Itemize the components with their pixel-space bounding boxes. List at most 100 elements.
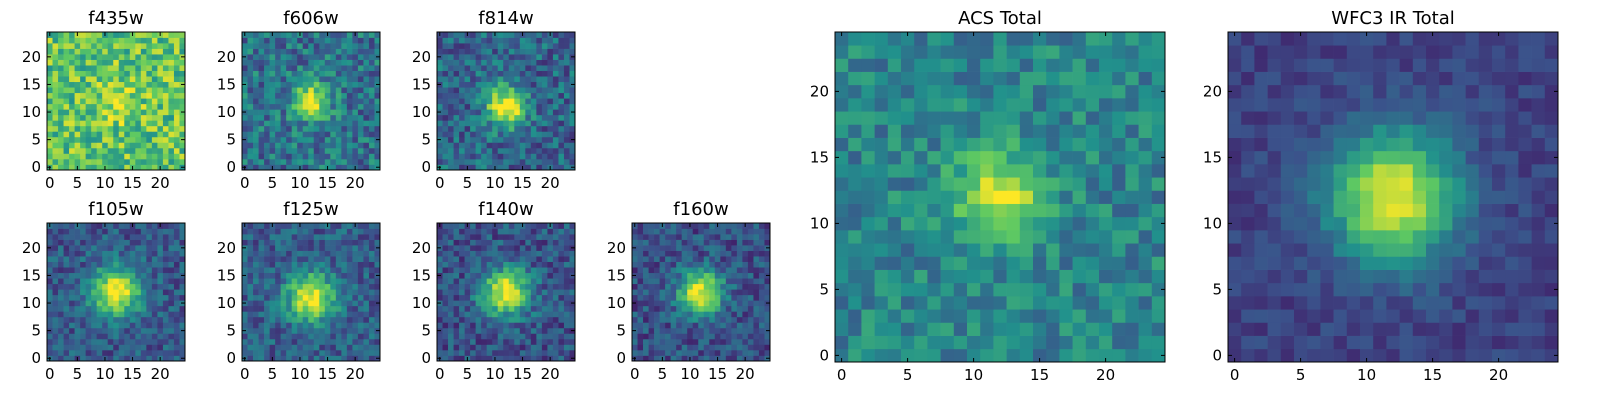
heatmap-cell <box>547 153 554 160</box>
heatmap-cell <box>280 267 287 274</box>
heatmap-cell <box>703 223 710 229</box>
heatmap-cell <box>58 92 64 99</box>
heatmap-cell <box>52 223 59 229</box>
heatmap-cell <box>58 37 64 44</box>
heatmap-cell <box>486 349 493 356</box>
heatmap-cell <box>58 120 64 127</box>
heatmap-cell <box>63 32 70 38</box>
heatmap-cell <box>297 125 304 132</box>
heatmap-cell <box>541 54 548 60</box>
heatmap-cell <box>687 267 694 274</box>
heatmap-cell <box>313 261 320 268</box>
heatmap-cell <box>363 228 370 235</box>
heatmap-cell <box>330 294 337 301</box>
heatmap-cell <box>319 305 326 312</box>
heatmap-cell <box>96 147 103 154</box>
heatmap-cell <box>508 294 515 301</box>
heatmap-cell <box>286 294 293 301</box>
heatmap-cell <box>242 65 248 71</box>
heatmap-cell <box>698 344 705 351</box>
heatmap-cell <box>835 190 849 204</box>
heatmap-cell <box>558 300 565 307</box>
heatmap-cell <box>659 234 666 240</box>
heatmap-cell <box>335 223 342 229</box>
heatmap-cell <box>437 228 443 235</box>
heatmap-cell <box>151 103 158 110</box>
heatmap-cell <box>47 289 53 296</box>
heatmap-cell <box>569 344 576 351</box>
heatmap-cell <box>140 234 147 240</box>
heatmap-cell <box>497 245 504 251</box>
heatmap-cell <box>648 305 655 312</box>
heatmap-cell <box>69 109 75 116</box>
heatmap-cell <box>448 349 454 356</box>
heatmap-cell <box>637 289 644 296</box>
heatmap-cell <box>102 300 109 307</box>
heatmap-cell <box>124 267 131 274</box>
heatmap-cell <box>519 54 526 60</box>
heatmap-cell <box>563 136 570 143</box>
heatmap-cell <box>492 228 499 235</box>
heatmap-cell <box>118 300 125 307</box>
heatmap-cell <box>632 349 638 356</box>
heatmap-cell <box>497 283 504 290</box>
heatmap-cell <box>569 32 576 38</box>
heatmap-cell <box>313 142 320 149</box>
heatmap-cell <box>52 234 59 240</box>
heatmap-cell <box>69 327 75 334</box>
heatmap-cell <box>861 150 875 165</box>
heatmap-cell <box>330 125 337 132</box>
heatmap-cell <box>151 70 158 77</box>
heatmap-cell <box>280 228 287 235</box>
heatmap-cell <box>497 76 504 83</box>
heatmap-cell <box>654 239 660 246</box>
heatmap-cell <box>247 87 254 94</box>
heatmap-cell <box>140 109 147 116</box>
heatmap-cell <box>341 344 348 351</box>
heatmap-cell <box>453 125 460 132</box>
heatmap-cell <box>319 54 326 60</box>
heatmap-cell <box>725 344 732 351</box>
heatmap-cell <box>927 269 941 284</box>
heatmap-cell <box>508 300 515 307</box>
heatmap-cell <box>162 59 169 66</box>
heatmap-cell <box>91 37 98 44</box>
heatmap-cell <box>698 316 705 323</box>
heatmap-cell <box>453 43 460 49</box>
heatmap-cell <box>118 32 125 38</box>
heatmap-cell <box>69 103 75 110</box>
heatmap-cell <box>58 59 64 66</box>
heatmap-cell <box>552 305 559 312</box>
heatmap-cell <box>486 92 493 99</box>
heatmap-cell <box>541 327 548 334</box>
heatmap-cell <box>703 267 710 274</box>
heatmap-cell <box>470 239 476 246</box>
heatmap-cell <box>146 142 153 149</box>
heatmap-cell <box>91 228 98 235</box>
heatmap-cell <box>286 239 293 246</box>
heatmap-cell <box>58 32 64 38</box>
heatmap-cell <box>319 43 326 49</box>
heatmap-cell <box>541 81 548 88</box>
heatmap-cell <box>703 228 710 235</box>
heatmap-cell <box>654 234 660 240</box>
heatmap-cell <box>558 76 565 83</box>
heatmap-cell <box>470 37 476 44</box>
heatmap-cell <box>547 48 554 55</box>
heatmap-cell <box>1112 203 1126 218</box>
heatmap-cell <box>173 103 180 110</box>
heatmap-cell <box>437 48 443 55</box>
heatmap-cell <box>514 289 521 296</box>
heatmap-cell <box>659 245 666 251</box>
heatmap-cell <box>258 92 265 99</box>
heatmap-cell <box>552 245 559 251</box>
heatmap-cell <box>146 120 153 127</box>
heatmap-cell <box>118 267 125 274</box>
heatmap-cell <box>374 87 381 94</box>
heatmap-cell <box>308 228 315 235</box>
heatmap-cell <box>162 278 169 285</box>
heatmap-cell <box>162 261 169 268</box>
heatmap-cell <box>335 344 342 351</box>
heatmap-cell <box>291 234 298 240</box>
heatmap-cell <box>486 70 493 77</box>
